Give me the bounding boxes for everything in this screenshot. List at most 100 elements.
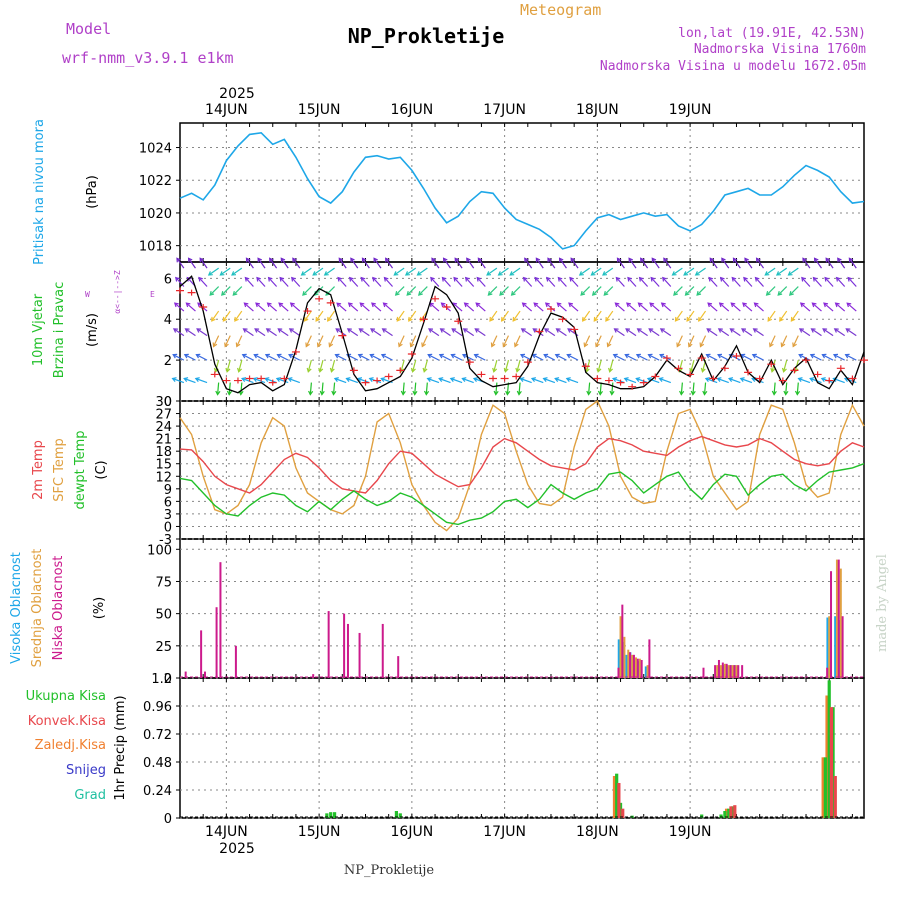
sfc-temp-line [179, 399, 865, 532]
pressure-title: Pritisak na nivou mora [32, 119, 47, 265]
wind-arrowhead [493, 390, 499, 396]
wind-arrowhead [700, 367, 706, 373]
gust-marker [593, 375, 602, 382]
wind-arrow [241, 377, 254, 384]
wind-arrow [651, 257, 660, 269]
wind-arrow [236, 335, 243, 347]
wind-arrowhead [569, 276, 574, 282]
wind-arrow [198, 277, 208, 287]
wind-arrowhead [797, 377, 803, 382]
wind-arrowhead [176, 257, 181, 263]
wind-arrow [613, 354, 625, 361]
y-tick-label: 1.2 [151, 672, 172, 687]
wind-arrow [555, 354, 567, 361]
wind-arrow [788, 267, 799, 276]
wind-arrow [176, 257, 185, 269]
wind-arrow [312, 267, 324, 276]
wind-arrowhead [742, 302, 747, 308]
low-cloud-bar [837, 559, 840, 678]
wind-arrowhead [333, 377, 339, 382]
wind-arrow [226, 359, 231, 372]
wind-arrowhead [185, 302, 191, 308]
wind-arrowhead [662, 276, 667, 282]
day-label-top: 14JUN [205, 102, 248, 118]
wind-arrowhead [396, 316, 402, 322]
wind-arrow [489, 310, 498, 322]
wind-arrow [593, 310, 602, 322]
conv-precip-bar [833, 776, 837, 818]
wind-arrowhead [799, 302, 805, 308]
wind-arrow [650, 277, 660, 287]
wind-arrow [509, 267, 521, 276]
low-cloud-bar [737, 665, 740, 678]
wind-arrow [676, 335, 683, 347]
wind-arrow [358, 354, 370, 361]
gust-marker [419, 316, 428, 323]
wind-arrow [477, 257, 486, 269]
wind-arrowhead [790, 316, 796, 322]
conv-precip-bar [621, 808, 625, 818]
wind-title: 10m Vjetar [31, 293, 46, 366]
wind-arrow [398, 335, 405, 347]
wind-arrow [381, 354, 393, 361]
gust-marker [860, 357, 868, 364]
wind-arrow [836, 277, 846, 287]
wind-arrowhead [237, 367, 243, 373]
gust-marker [454, 318, 463, 325]
wind-arrowhead [242, 328, 248, 333]
wind-arrow [533, 302, 544, 312]
wind-arrow [213, 335, 220, 347]
wind-arrow [730, 302, 741, 312]
wind-arrowhead [823, 302, 829, 308]
wind-arrowhead [787, 271, 793, 276]
wind-arrowhead [702, 390, 708, 396]
wind-arrow [421, 335, 428, 347]
wind-arrowhead [451, 328, 457, 333]
gust-marker [257, 375, 266, 382]
wind-arrowhead [175, 276, 180, 282]
wind-arrow [453, 277, 463, 287]
wind-arrowhead [499, 290, 505, 296]
total-precip-bar [827, 680, 831, 818]
low-cloud-bar [234, 645, 237, 678]
wind-arrow [516, 359, 521, 372]
wind-arrow [289, 328, 301, 337]
wind-arrowhead [334, 353, 340, 359]
wind-arrow [255, 302, 266, 312]
wind-arrow [699, 335, 707, 347]
wind-arrow [385, 257, 394, 269]
wind-arrowhead [648, 328, 654, 333]
precip-title3: Zaledj.Kisa [35, 738, 106, 753]
wind-arrowhead [821, 353, 827, 359]
wind-arrowhead [767, 316, 773, 322]
wind-arrow [195, 377, 208, 384]
total-precip-bar [325, 813, 329, 818]
gust-marker [396, 367, 405, 374]
gust-marker [674, 365, 683, 372]
wind-arrow [280, 257, 289, 269]
wind-arrowhead [515, 367, 521, 373]
wind-arrow [543, 377, 556, 384]
day-label-bottom: 16JUN [391, 824, 434, 840]
wind-arrowhead [393, 271, 399, 276]
wind-arrowhead [812, 276, 818, 282]
low-cloud-bar [729, 665, 732, 678]
mid-cloud-bar [646, 665, 649, 678]
wind-arrowhead [583, 342, 589, 348]
wind-arrow [425, 382, 428, 395]
total-precip-bar [719, 814, 723, 818]
gust-marker [732, 353, 741, 360]
wind-arrow [603, 286, 614, 296]
pressure-frame [179, 122, 865, 263]
wind-arrow [706, 354, 718, 361]
wind-arrowhead [512, 316, 518, 322]
wind-arrow [659, 377, 671, 384]
day-label-bottom: 14JUN [205, 824, 248, 840]
wind-arrow [417, 267, 428, 276]
wind-arrow [493, 359, 498, 372]
wind-arrow [721, 257, 730, 269]
wind-arrow [802, 257, 811, 269]
wind-arrowhead [671, 271, 677, 276]
total-precip-bar [615, 773, 619, 818]
wind-arrowhead [257, 257, 263, 263]
